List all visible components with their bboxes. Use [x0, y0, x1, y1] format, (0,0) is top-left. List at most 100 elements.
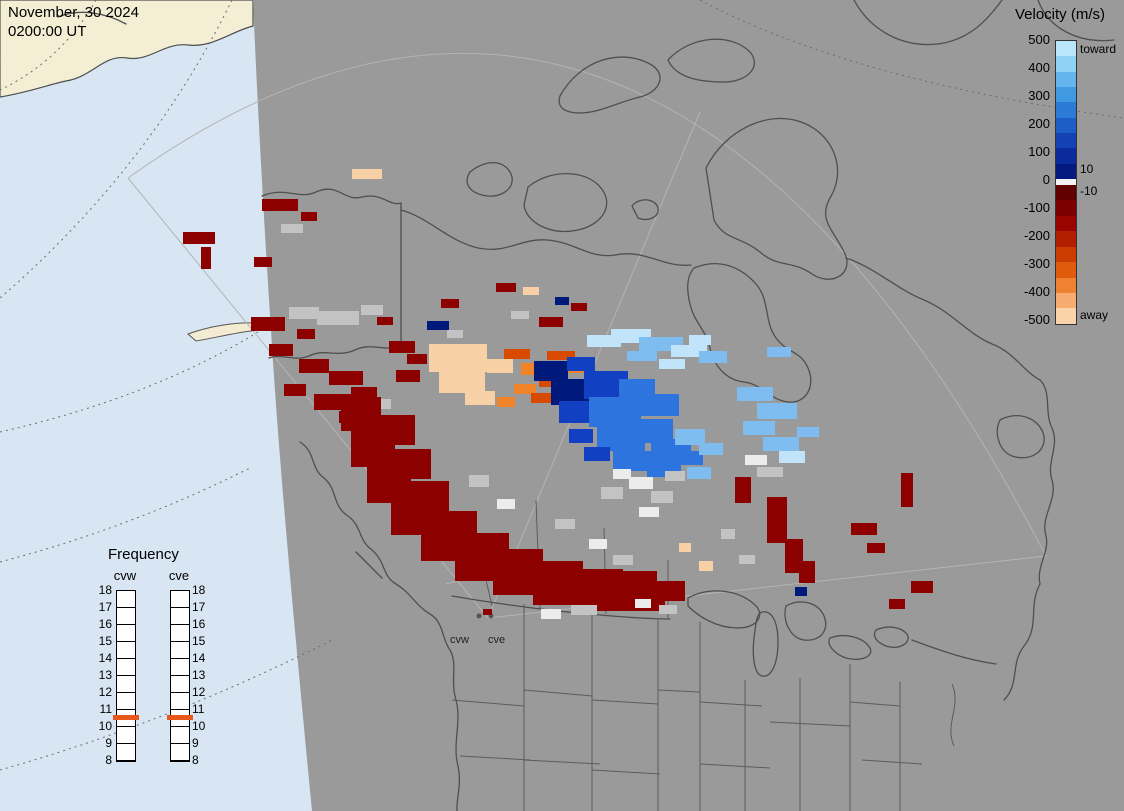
velocity-cell	[407, 354, 427, 364]
velocity-cell	[541, 609, 561, 619]
velocity-cell	[589, 539, 607, 549]
frequency-bar-cell	[117, 608, 135, 625]
frequency-bar-cell	[171, 591, 189, 608]
velocity-cell	[427, 321, 449, 330]
velocity-tick-label: -200	[1023, 228, 1050, 243]
velocity-cell	[329, 371, 363, 385]
velocity-cell	[721, 529, 735, 539]
velocity-cell	[675, 429, 705, 445]
velocity-cell	[671, 345, 707, 357]
velocity-tick-label: -400	[1023, 284, 1050, 299]
frequency-bar-cell	[117, 642, 135, 659]
frequency-bar-cell	[117, 727, 135, 744]
frequency-tick-label: 15	[192, 634, 206, 648]
timestamp: November, 30 2024 0200:00 UT	[8, 4, 139, 42]
velocity-cell	[497, 499, 515, 509]
velocity-cell	[911, 581, 933, 593]
velocity-cell	[567, 357, 595, 371]
velocity-cell	[757, 403, 797, 419]
velocity-cell	[539, 317, 563, 327]
velocity-cell	[581, 569, 623, 589]
velocity-cell	[284, 384, 306, 396]
velocity-cell	[601, 487, 623, 499]
velocity-cell	[341, 397, 381, 431]
velocity-cell	[659, 359, 685, 369]
velocity-cell	[555, 519, 575, 529]
velocity-cell	[299, 359, 329, 373]
velocity-cell	[584, 447, 610, 461]
coastline-borders	[261, 0, 1115, 811]
velocity-cell	[739, 555, 755, 564]
frequency-bar-cell	[117, 625, 135, 642]
colorbar-segment	[1056, 41, 1076, 57]
toward-label: toward	[1080, 42, 1117, 56]
away-label: away	[1080, 308, 1109, 322]
frequency-marker	[167, 714, 193, 720]
velocity-cell	[497, 397, 515, 407]
frequency-bar-cvw	[113, 590, 139, 762]
frequency-tick-label: 9	[105, 736, 112, 750]
frequency-marker	[113, 714, 139, 720]
frequency-tick-label: 14	[98, 651, 112, 665]
velocity-cell	[352, 169, 382, 179]
velocity-cell	[555, 297, 569, 305]
frequency-column-label-cve: cve	[168, 568, 190, 583]
velocity-cell	[901, 473, 913, 507]
velocity-cell	[743, 421, 775, 435]
velocity-cell	[301, 212, 317, 221]
frequency-tick-label: 10	[192, 719, 206, 733]
velocity-cell	[613, 469, 631, 479]
date-text: November, 30 2024	[8, 4, 139, 21]
velocity-cell	[699, 443, 723, 455]
velocity-cell	[254, 257, 272, 267]
velocity-cell	[571, 605, 597, 615]
colorbar-segment	[1056, 215, 1076, 232]
frequency-panel: Frequency cvw cve 18 17 16 15 14 13 12 11 10 9 8 18…	[88, 546, 238, 781]
colorbar-segment	[1056, 163, 1076, 179]
velocity-cell	[757, 467, 783, 477]
velocity-cell	[523, 287, 539, 295]
velocity-cell	[439, 371, 485, 393]
velocity-colorbar	[1055, 40, 1077, 325]
velocity-cell	[499, 549, 543, 573]
frequency-panel-title: Frequency	[108, 546, 179, 563]
frequency-bar-cell	[117, 676, 135, 693]
velocity-cell	[627, 351, 657, 361]
velocity-near-zero-label: 10	[1080, 162, 1094, 176]
map-plot-region	[253, 0, 1124, 811]
time-text: 0200:00 UT	[8, 22, 87, 40]
velocity-cell	[851, 523, 877, 535]
velocity-tick-label: -300	[1023, 256, 1050, 271]
velocity-cell	[689, 335, 711, 345]
frequency-bar-cell	[117, 710, 135, 727]
frequency-tick-label: 10	[98, 719, 112, 733]
velocity-cell	[391, 449, 431, 479]
velocity-cell	[547, 351, 575, 360]
velocity-cell	[735, 477, 751, 503]
velocity-cell	[389, 341, 415, 353]
velocity-cell	[635, 599, 651, 608]
frequency-tick-label: 8	[105, 753, 112, 767]
frequency-tick-label: 8	[192, 753, 199, 767]
colorbar-segment	[1056, 86, 1076, 103]
colorbar-segment	[1056, 71, 1076, 87]
colorbar-segment	[1056, 178, 1076, 185]
frequency-tick-label: 13	[98, 668, 112, 682]
frequency-tick-label: 17	[98, 600, 112, 614]
radar-label-cvw: cvw	[450, 634, 469, 646]
frequency-bar-cell	[171, 659, 189, 676]
frequency-bar-cell	[117, 693, 135, 710]
velocity-cell	[629, 477, 653, 489]
velocity-cell	[441, 299, 459, 308]
frequency-bar-cell	[117, 744, 135, 761]
velocity-cell	[183, 232, 215, 244]
velocity-cell	[687, 467, 711, 479]
velocity-cell	[745, 455, 767, 465]
velocity-cell	[251, 317, 285, 331]
velocity-cell	[613, 555, 633, 565]
velocity-cell	[613, 451, 653, 471]
colorbar-segment	[1056, 277, 1076, 294]
velocity-cell	[639, 394, 679, 416]
